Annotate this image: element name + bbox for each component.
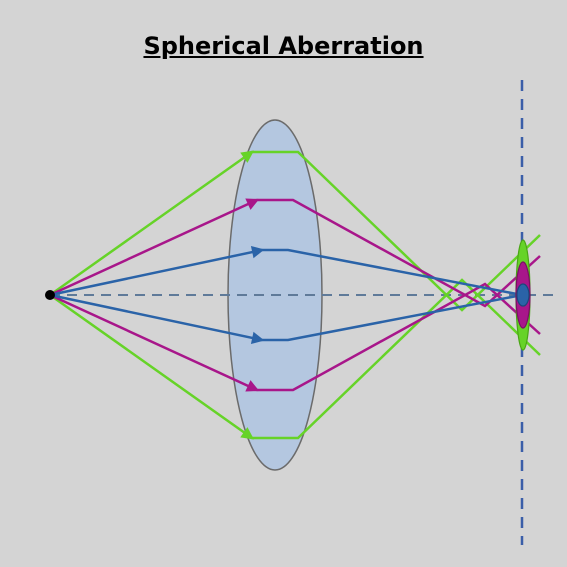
diagram-canvas: Spherical Aberration xyxy=(0,0,567,567)
blur-ellipse-2 xyxy=(517,284,529,306)
point-source xyxy=(45,290,55,300)
diagram-svg xyxy=(0,0,567,567)
diagram-title: Spherical Aberration xyxy=(0,32,567,60)
